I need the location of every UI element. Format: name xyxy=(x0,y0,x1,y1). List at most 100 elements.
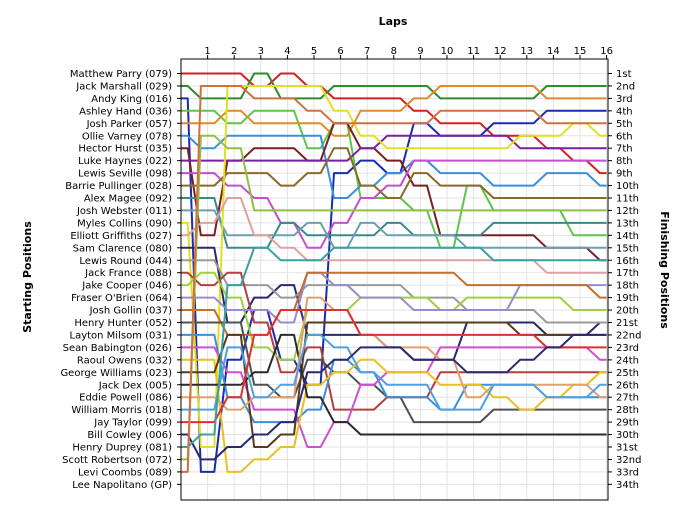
finishing-position-label: 7th xyxy=(616,144,633,155)
starting-position-label: Lee Napolitano (GP) xyxy=(72,480,172,491)
driver-series-line xyxy=(181,309,607,424)
driver-series-line xyxy=(181,97,607,473)
finishing-position-label: 19th xyxy=(616,293,639,304)
starting-position-label: Henry Duprey (081) xyxy=(72,443,172,454)
finishing-position-label: 10th xyxy=(616,181,639,192)
starting-position-label: Lewis Round (044) xyxy=(79,256,172,267)
finishing-position-label: 9th xyxy=(616,169,633,180)
finishing-position-label: 33rd xyxy=(616,467,639,478)
driver-series-line xyxy=(181,159,607,249)
finishing-position-label: 34th xyxy=(616,480,639,491)
finishing-position-label: 21st xyxy=(616,318,638,329)
driver-series-line xyxy=(181,333,607,411)
finishing-position-label: 6th xyxy=(616,131,633,142)
lap-tick-label: 13 xyxy=(520,46,533,57)
driver-series-line xyxy=(181,246,607,448)
finishing-position-label: 32nd xyxy=(616,455,641,466)
driver-series-line xyxy=(181,333,607,461)
starting-position-label: Sean Babington (026) xyxy=(63,343,172,354)
finishing-position-label: 24th xyxy=(616,355,639,366)
lap-tick-label: 1 xyxy=(204,46,210,57)
starting-position-label: Josh Gollin (037) xyxy=(89,306,173,317)
finishing-position-label: 3rd xyxy=(616,94,633,105)
finishing-position-label: 15th xyxy=(616,243,639,254)
starting-position-label: Sam Clarence (080) xyxy=(73,243,172,254)
starting-position-label: Levi Coombs (089) xyxy=(78,467,172,478)
starting-position-label: Andy King (016) xyxy=(91,94,172,105)
y-axis-title-right: Finishing Positions xyxy=(658,211,671,329)
driver-series-line xyxy=(181,134,607,199)
starting-position-label: Alex Magee (092) xyxy=(84,194,172,205)
finishing-position-label: 8th xyxy=(616,156,633,167)
starting-position-label: Myles Collins (090) xyxy=(77,218,172,229)
driver-series-line xyxy=(181,72,607,100)
finishing-position-label: 12th xyxy=(616,206,639,217)
plot-frame xyxy=(180,58,609,501)
starting-position-labels: Matthew Parry (079)Jack Marshall (029) An… xyxy=(60,69,181,491)
y-axis-title-left: Starting Positions xyxy=(21,221,34,333)
finishing-position-labels: 1st2nd3rd4th5th6th7th8th9th10th11th12th1… xyxy=(608,69,641,491)
starting-position-label: Ollie Varney (078) xyxy=(82,131,172,142)
lap-tick-label: 11 xyxy=(467,46,480,57)
starting-position-label: Barrie Pullinger (028) xyxy=(65,181,172,192)
lap-tick-label: 5 xyxy=(311,46,317,57)
finishing-position-label: 13th xyxy=(616,218,639,229)
lap-tick-label: 6 xyxy=(337,46,343,57)
driver-series-line xyxy=(181,333,607,436)
finishing-position-label: 23rd xyxy=(616,343,639,354)
finishing-position-label: 26th xyxy=(616,380,639,391)
lap-tick-label: 10 xyxy=(441,46,454,57)
finishing-position-label: 5th xyxy=(616,119,633,130)
finishing-position-label: 28th xyxy=(616,405,639,416)
finishing-position-label: 30th xyxy=(616,430,639,441)
finishing-position-label: 22nd xyxy=(616,330,641,341)
driver-series-line xyxy=(181,85,607,137)
driver-series-line xyxy=(181,321,607,448)
driver-series-line xyxy=(181,85,607,473)
starting-position-label: Ashley Hand (036) xyxy=(79,106,172,117)
finishing-position-label: 31st xyxy=(616,443,638,454)
driver-series-line xyxy=(181,259,607,324)
starting-position-label: Josh Parker (057) xyxy=(86,119,172,130)
starting-position-label: Jack Dex (005) xyxy=(98,380,172,391)
starting-position-label: Scott Robertson (072) xyxy=(62,455,172,466)
starting-position-label: Jake Cooper (046) xyxy=(81,281,172,292)
driver-series-line xyxy=(181,271,607,411)
driver-series-line xyxy=(181,346,607,448)
finishing-position-label: 18th xyxy=(616,281,639,292)
starting-position-label: Jack France (088) xyxy=(84,268,172,279)
finishing-position-label: 11th xyxy=(616,194,639,205)
starting-position-label: Jack Marshall (029) xyxy=(75,81,172,92)
finishing-position-label: 16th xyxy=(616,256,639,267)
starting-position-label: William Morris (018) xyxy=(71,405,172,416)
starting-position-label: Hector Hurst (035) xyxy=(78,144,172,155)
lap-tick-label: 14 xyxy=(547,46,560,57)
finishing-position-label: 2nd xyxy=(616,81,635,92)
lap-tick-label: 8 xyxy=(391,46,397,57)
finishing-position-label: 25th xyxy=(616,368,639,379)
series-lines xyxy=(181,72,607,473)
driver-series-line xyxy=(181,197,607,249)
finishing-position-label: 29th xyxy=(616,418,639,429)
lap-tick-label: 4 xyxy=(284,46,290,57)
starting-position-label: Jay Taylor (099) xyxy=(93,418,172,429)
finishing-position-label: 1st xyxy=(616,69,632,80)
starting-position-label: Eddie Powell (086) xyxy=(79,393,172,404)
finishing-position-label: 17th xyxy=(616,268,639,279)
starting-position-label: Henry Hunter (052) xyxy=(74,318,172,329)
lap-tick-label: 16 xyxy=(600,46,613,57)
driver-series-line xyxy=(181,134,607,162)
lap-tick-label: 2 xyxy=(231,46,237,57)
starting-position-label: George Williams (023) xyxy=(60,368,172,379)
starting-position-label: Elliott Griffiths (027) xyxy=(70,231,172,242)
lap-ticks: 1 2 3 4 5 6 7 8 9 10 11 12 13 14 15 16 xyxy=(204,46,613,59)
driver-series-line xyxy=(181,134,607,461)
driver-series-line xyxy=(181,209,607,249)
finishing-position-label: 14th xyxy=(616,231,639,242)
driver-series-line xyxy=(181,271,607,324)
finishing-position-label: 4th xyxy=(616,106,633,117)
lap-tick-label: 3 xyxy=(258,46,264,57)
starting-position-label: Matthew Parry (079) xyxy=(70,69,172,80)
starting-position-label: Bill Cowley (006) xyxy=(87,430,172,441)
